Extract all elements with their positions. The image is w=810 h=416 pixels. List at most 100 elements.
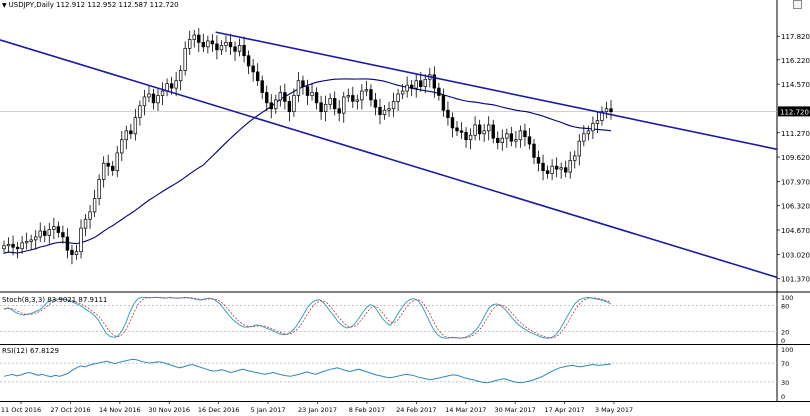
rsi-pane (0, 358, 777, 384)
stoch-header: Stoch(8,3,3) 83.9021 87.9111 (2, 296, 108, 304)
price-tick-label: 101.370 (781, 276, 810, 284)
candle-body (174, 80, 178, 89)
price-tick-label: 107.970 (781, 178, 810, 186)
candle-body (188, 39, 192, 49)
price-tick-label: 109.620 (781, 154, 810, 162)
candle-body (79, 227, 83, 253)
chart-frames (0, 0, 810, 402)
candle-body (38, 230, 42, 238)
date-tick-label: 16 Dec 2016 (198, 406, 240, 414)
candle-body (192, 34, 196, 40)
candle-body (56, 226, 61, 233)
date-tick-label: 27 Oct 2016 (50, 406, 90, 414)
candle-body (360, 90, 364, 101)
candle-body (337, 108, 341, 114)
candle-body (70, 249, 74, 255)
date-tick-label: 30 Mar 2017 (495, 406, 536, 414)
candle-body (414, 80, 418, 89)
candle-body (486, 124, 491, 132)
date-tick-label: 23 Jan 2017 (298, 406, 337, 414)
candle-body (346, 95, 350, 98)
chart-close-button[interactable] (793, 0, 802, 9)
candle-body (391, 101, 396, 110)
candle-body (559, 167, 563, 170)
candle-body (24, 241, 29, 244)
candle-body (242, 45, 246, 57)
candle-body (432, 74, 437, 89)
candle-body (224, 42, 228, 46)
date-tick-label: 30 Nov 2016 (148, 406, 190, 414)
symbol-header-text: USDJPY,Daily 112.912 112.952 112.587 112… (8, 1, 179, 9)
candle-body (423, 78, 427, 87)
candle-body (197, 34, 201, 43)
price-tick-label: 117.820 (781, 33, 810, 41)
symbol-header: ▼ USDJPY,Daily 112.912 112.952 112.587 11… (2, 1, 179, 9)
date-tick-label: 14 Mar 2017 (445, 406, 486, 414)
candle-body (92, 198, 97, 213)
date-axis: 11 Oct 2016 27 Oct 2016 14 Nov 2016 30 Nov … (1, 401, 633, 414)
candle-body (369, 89, 373, 101)
candle-body (536, 157, 541, 164)
candle-body (34, 236, 38, 241)
candle-body (120, 139, 124, 154)
stochastic-pane (0, 296, 777, 339)
candle-body (378, 106, 382, 115)
candle-body (568, 159, 572, 173)
stoch-axis-label: 0 (781, 337, 785, 345)
candle-body (500, 137, 504, 143)
candle-body (541, 162, 545, 171)
candle-body (251, 65, 255, 73)
candle-body (545, 170, 550, 174)
candle-body (527, 136, 532, 145)
candle-body (246, 55, 251, 67)
price-tick-label: 103.020 (781, 251, 810, 259)
rsi-axis-label: 100 (781, 346, 793, 354)
channel-upper-line (215, 31, 778, 151)
candle-body (115, 152, 119, 171)
price-tick-label: 114.570 (781, 81, 810, 89)
candle-body (468, 134, 473, 141)
candle-body (550, 165, 554, 174)
candle-body (482, 130, 486, 135)
candle-body (496, 137, 500, 143)
candle-body (169, 83, 174, 89)
price-tick-label: 104.670 (781, 227, 810, 235)
candle-body (518, 130, 523, 141)
candle-body (138, 105, 142, 118)
candle-body (111, 165, 115, 171)
candle-body (328, 98, 332, 105)
candle-body (314, 92, 319, 104)
candle-body (437, 87, 441, 96)
candle-body (74, 251, 79, 255)
candle-body (20, 242, 24, 250)
rsi-axis-label: 30 (781, 379, 789, 387)
dropdown-triangle-icon[interactable]: ▼ (2, 2, 7, 9)
price-tick-label: 116.220 (781, 57, 810, 65)
candle-body (156, 95, 160, 104)
price-pane (0, 28, 778, 279)
candle-body (265, 92, 269, 104)
candle-body (382, 109, 387, 115)
candle-body (142, 96, 147, 107)
candle-body (464, 131, 468, 141)
candle-body (292, 95, 296, 113)
candle-body (319, 102, 323, 113)
candle-body (332, 98, 337, 110)
price-axis: 117.820 116.220 114.570 112.720 111.270 109.6… (777, 33, 810, 401)
candle-body (129, 130, 133, 135)
candle-body (237, 45, 242, 52)
rsi-axis-label: 70 (781, 360, 789, 368)
candle-body (233, 46, 237, 52)
candle-body (255, 71, 260, 82)
candle-body (6, 243, 11, 247)
candle-body (591, 123, 595, 132)
candle-body (373, 99, 378, 108)
candle-body (595, 120, 600, 124)
candle-body (133, 117, 138, 135)
candle-body (278, 92, 283, 101)
candle-body (514, 139, 518, 142)
candle-body (473, 124, 477, 136)
candle-body (269, 102, 273, 110)
candle-body (400, 90, 405, 95)
